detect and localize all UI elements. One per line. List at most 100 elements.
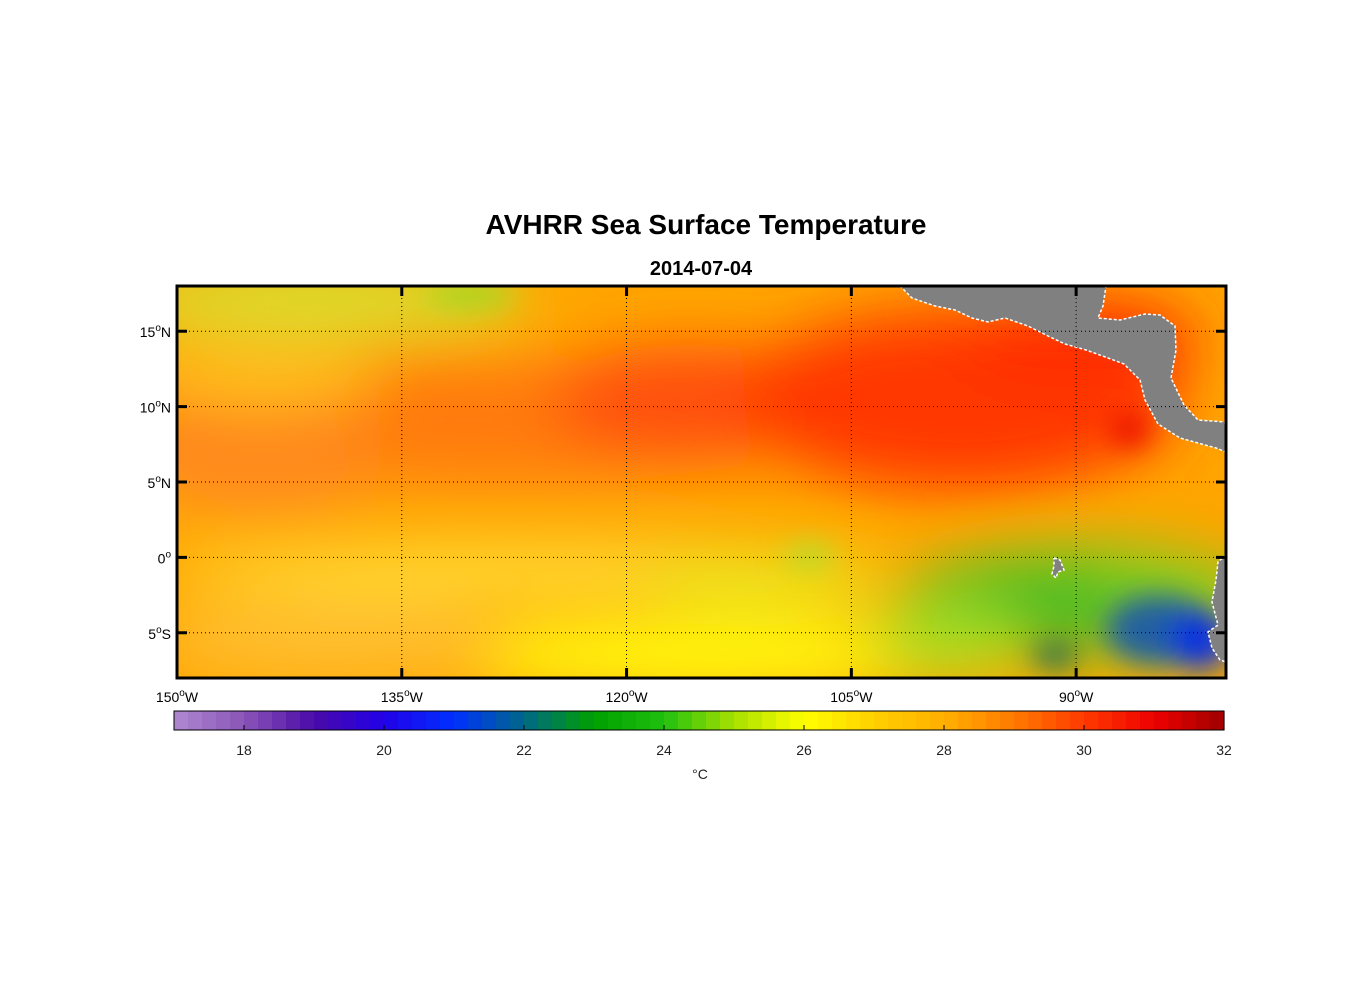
lat-tick-label: 15oN	[140, 323, 171, 340]
lat-tick-label: 5oS	[148, 625, 171, 642]
lat-tick-label: 5oN	[148, 474, 171, 491]
colorbar-cell	[1182, 711, 1197, 730]
colorbar-tick-label: 28	[936, 742, 952, 758]
lat-axis: 15oN 10oN 5oN 0o 5oS	[140, 323, 1226, 642]
colorbar-cell	[944, 711, 959, 730]
colorbar-unit: °C	[692, 766, 708, 782]
colorbar-cell	[1112, 711, 1127, 730]
lon-tick-label: 90oW	[1059, 688, 1094, 705]
lon-tick-label: 120oW	[606, 688, 649, 705]
colorbar-cell	[384, 711, 399, 730]
colorbar-tick-label: 32	[1216, 742, 1232, 758]
colorbar-cell	[286, 711, 301, 730]
colorbar: 18 20 22 24 26 28 30 32 °C	[173, 710, 1232, 782]
colorbar-cell	[566, 711, 581, 730]
colorbar-cell	[552, 711, 567, 730]
colorbar-tick-label: 24	[656, 742, 672, 758]
colorbar-cell	[804, 711, 819, 730]
land	[898, 286, 1226, 663]
colorbar-cell	[202, 711, 217, 730]
colorbar-cell	[636, 711, 651, 730]
colorbar-cell	[398, 711, 413, 730]
colorbar-cell	[216, 711, 231, 730]
lon-tick-label: 135oW	[381, 688, 424, 705]
colorbar-cell	[706, 711, 721, 730]
colorbar-tick-label: 22	[516, 742, 532, 758]
colorbar-cell	[1084, 711, 1099, 730]
colorbar-tick-label: 30	[1076, 742, 1092, 758]
colorbar-cell	[930, 711, 945, 730]
colorbar-cell	[1154, 711, 1169, 730]
colorbar-cell	[748, 711, 763, 730]
sst-map	[177, 286, 1226, 678]
colorbar-cell	[188, 711, 203, 730]
colorbar-tick-label: 26	[796, 742, 812, 758]
colorbar-cell	[846, 711, 861, 730]
colorbar-cell	[832, 711, 847, 730]
colorbar-cell	[1168, 711, 1183, 730]
colorbar-cell	[692, 711, 707, 730]
colorbar-cell	[650, 711, 665, 730]
colorbar-cell	[860, 711, 875, 730]
colorbar-tick-label: 18	[236, 742, 252, 758]
colorbar-cell	[790, 711, 805, 730]
colorbar-cell	[258, 711, 273, 730]
colorbar-cell	[1028, 711, 1043, 730]
colorbar-cell	[426, 711, 441, 730]
colorbar-cell	[370, 711, 385, 730]
colorbar-cell	[1056, 711, 1071, 730]
colorbar-cell	[916, 711, 931, 730]
land-south-america	[1207, 554, 1226, 663]
colorbar-cell	[1126, 711, 1141, 730]
colorbar-cell	[776, 711, 791, 730]
colorbar-cells	[174, 711, 1225, 730]
colorbar-cell	[1000, 711, 1015, 730]
colorbar-cell	[524, 711, 539, 730]
colorbar-cell	[356, 711, 371, 730]
colorbar-frame	[173, 710, 1225, 731]
colorbar-cell	[1098, 711, 1113, 730]
colorbar-cell	[342, 711, 357, 730]
colorbar-cell	[244, 711, 259, 730]
colorbar-cell	[762, 711, 777, 730]
colorbar-cell	[972, 711, 987, 730]
colorbar-cell	[902, 711, 917, 730]
colorbar-cell	[874, 711, 889, 730]
colorbar-cell	[594, 711, 609, 730]
lon-tick-label: 105oW	[830, 688, 873, 705]
colorbar-cell	[510, 711, 525, 730]
land-central-america	[898, 286, 1226, 453]
colorbar-cell	[1140, 711, 1155, 730]
colorbar-cell	[1196, 711, 1211, 730]
colorbar-cell	[272, 711, 287, 730]
lon-tick-label: 150oW	[156, 688, 199, 705]
colorbar-cell	[622, 711, 637, 730]
lon-axis: 150oW 135oW 120oW 105oW 90oW	[156, 286, 1094, 705]
colorbar-cell	[412, 711, 427, 730]
colorbar-cell	[174, 711, 189, 730]
colorbar-cell	[734, 711, 749, 730]
colorbar-cell	[958, 711, 973, 730]
map-subtitle: 2014-07-04	[650, 258, 753, 280]
colorbar-cell	[496, 711, 511, 730]
colorbar-cell	[440, 711, 455, 730]
colorbar-cell	[888, 711, 903, 730]
colorbar-ticks: 18 20 22 24 26 28 30 32	[236, 725, 1232, 758]
colorbar-tick-label: 20	[376, 742, 392, 758]
colorbar-cell	[230, 711, 245, 730]
colorbar-cell	[1210, 711, 1225, 730]
colorbar-cell	[720, 711, 735, 730]
colorbar-cell	[468, 711, 483, 730]
lat-tick-label: 0o	[158, 549, 172, 566]
colorbar-cell	[482, 711, 497, 730]
colorbar-cell	[608, 711, 623, 730]
lat-tick-label: 10oN	[140, 399, 171, 416]
graticule	[177, 286, 1226, 678]
colorbar-cell	[818, 711, 833, 730]
map-title: AVHRR Sea Surface Temperature	[486, 209, 927, 240]
colorbar-cell	[986, 711, 1001, 730]
colorbar-cell	[664, 711, 679, 730]
colorbar-cell	[538, 711, 553, 730]
colorbar-cell	[1070, 711, 1085, 730]
